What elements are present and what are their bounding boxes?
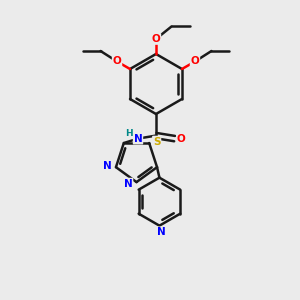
- Text: S: S: [153, 136, 160, 146]
- Text: N: N: [124, 178, 133, 189]
- Text: O: O: [152, 34, 160, 44]
- Text: H: H: [125, 129, 133, 138]
- Text: N: N: [157, 227, 165, 237]
- Text: O: O: [177, 134, 186, 144]
- Text: N: N: [103, 161, 112, 171]
- Text: N: N: [134, 134, 142, 144]
- Text: O: O: [113, 56, 122, 67]
- Text: O: O: [190, 56, 199, 67]
